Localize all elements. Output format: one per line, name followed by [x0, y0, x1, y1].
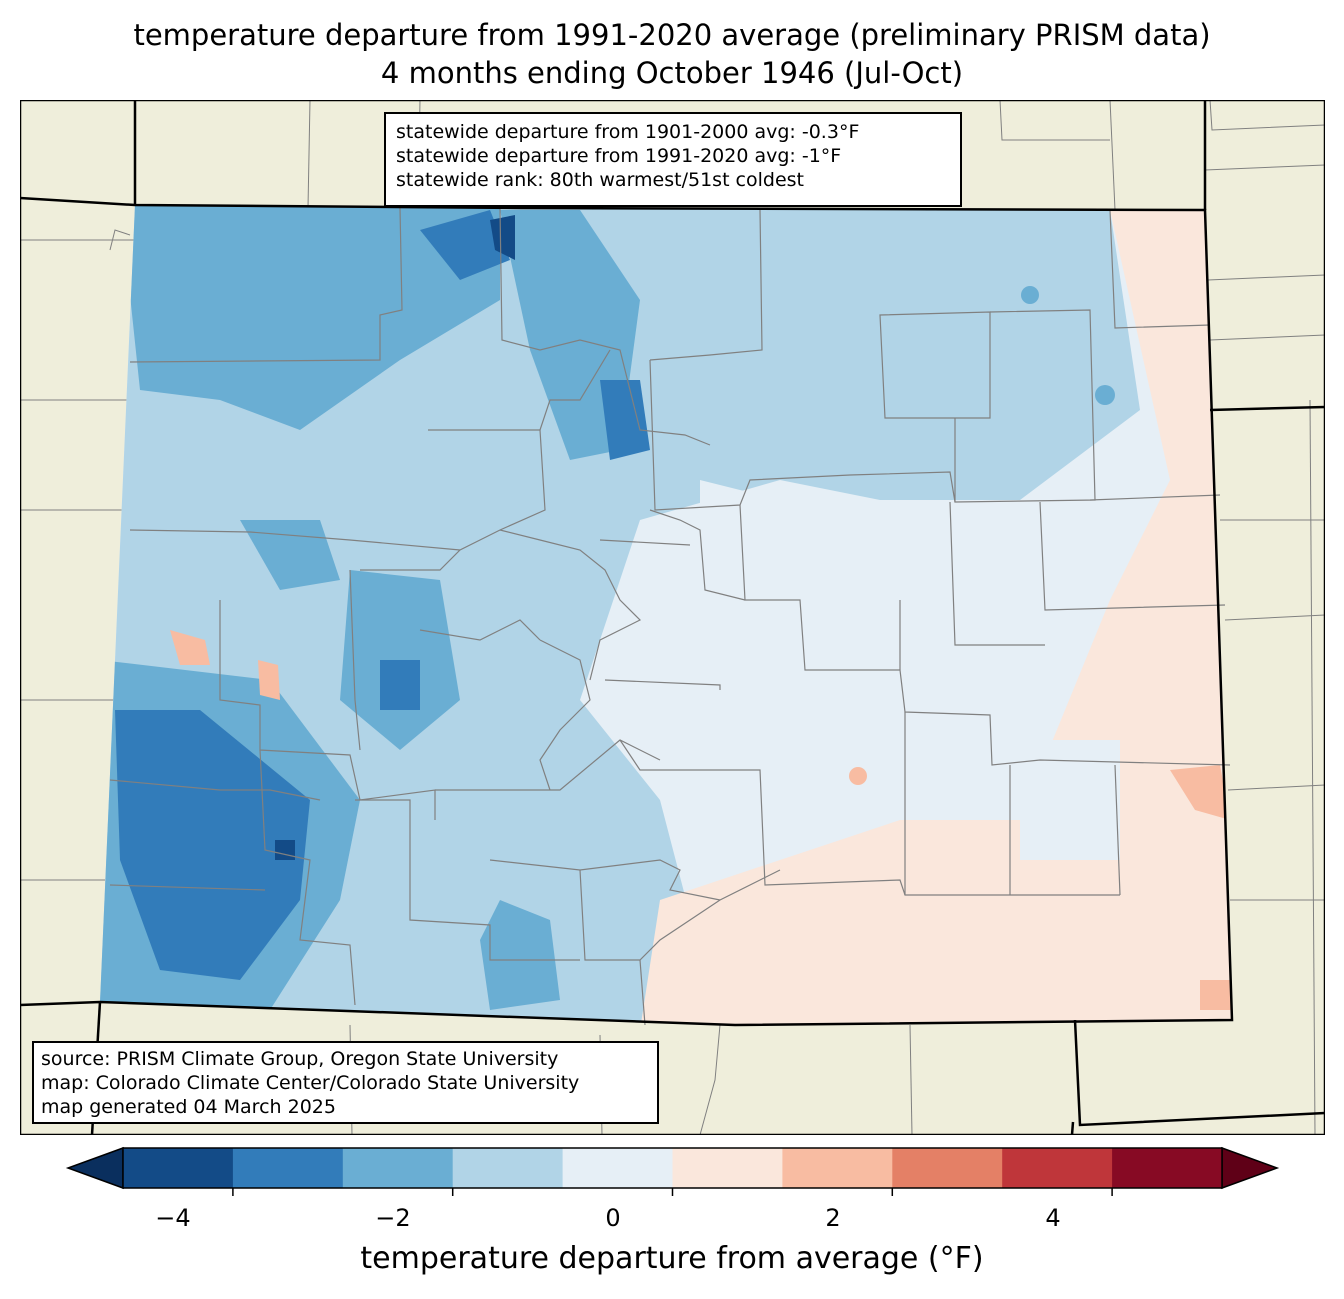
- colorbar-segment: [892, 1148, 1003, 1188]
- colorbar-tick-label: 4: [1045, 1204, 1061, 1232]
- source-box: source: PRISM Climate Group, Oregon Stat…: [32, 1041, 659, 1124]
- map-title-line1: temperature departure from 1991-2020 ave…: [133, 18, 1211, 52]
- colorbar: [65, 1146, 1280, 1196]
- colorbar-tick-label: 2: [825, 1204, 841, 1232]
- colorbar-under-arrow: [65, 1146, 124, 1190]
- colorbar-segment: [1112, 1148, 1223, 1188]
- colorbar-segment: [782, 1148, 893, 1188]
- source-line: source: PRISM Climate Group, Oregon Stat…: [41, 1048, 559, 1070]
- map-title-line2: 4 months ending October 1946 (Jul-Oct): [380, 56, 964, 90]
- colorbar-tick-label: −2: [375, 1204, 411, 1232]
- colorbar-segment: [342, 1148, 454, 1188]
- colorbar-tick-label: −4: [155, 1204, 191, 1232]
- colorbar-over-arrow: [1221, 1146, 1280, 1190]
- temperature-field: [100, 205, 1232, 1025]
- colorbar-segment: [672, 1148, 783, 1188]
- map-generated-line: map generated 04 March 2025: [41, 1096, 336, 1118]
- colorbar-segment: [232, 1148, 344, 1188]
- stat-departure-1901-2000: statewide departure from 1901-2000 avg: …: [396, 121, 860, 143]
- stat-rank: statewide rank: 80th warmest/51st coldes…: [396, 169, 805, 191]
- state-borders: [20, 100, 1325, 1135]
- colorbar-segment: [1002, 1148, 1113, 1188]
- colorbar-tick-label: 0: [605, 1204, 621, 1232]
- colorbar-segment: [123, 1148, 234, 1188]
- stat-departure-1991-2020: statewide departure from 1991-2020 avg: …: [396, 145, 842, 167]
- colorbar-segment: [452, 1148, 564, 1188]
- colorbar-label: temperature departure from average (°F): [360, 1241, 984, 1276]
- colorado-temperature-map: [20, 100, 1325, 1135]
- statewide-stats-box: statewide departure from 1901-2000 avg: …: [384, 112, 962, 207]
- county-lines: [109, 207, 1231, 1026]
- map-credit-line: map: Colorado Climate Center/Colorado St…: [41, 1072, 580, 1094]
- colorbar-segment: [562, 1148, 673, 1188]
